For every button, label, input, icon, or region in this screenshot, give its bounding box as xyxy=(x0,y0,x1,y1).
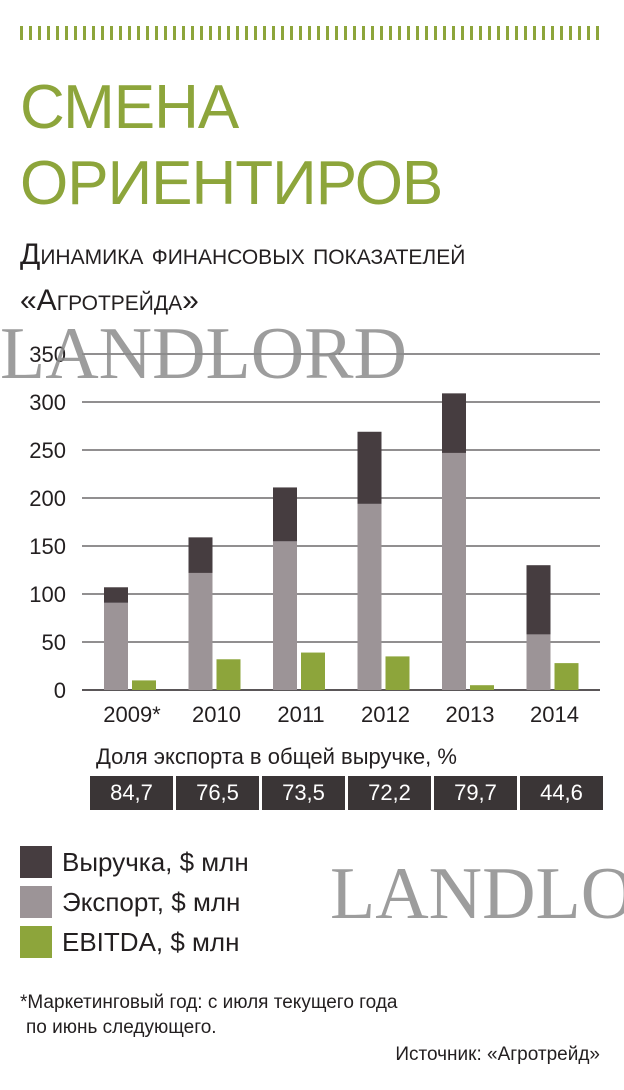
legend-swatch-export xyxy=(20,886,52,918)
export-share-cell: 44,6 xyxy=(520,776,603,810)
bar-export xyxy=(188,572,213,690)
legend-item-revenue: Выручка, $ млн xyxy=(20,842,249,882)
title-line-2: ОРИЕНТИРОВ xyxy=(20,149,443,218)
footnote-line-2: по июнь следующего. xyxy=(26,1017,217,1038)
title-line-1: СМЕНА xyxy=(20,73,239,142)
y-tick-label: 300 xyxy=(29,390,66,415)
legend-swatch-ebitda xyxy=(20,926,52,958)
decorative-stripe xyxy=(20,26,600,40)
source-note: Источник: «Агротрейд» xyxy=(395,1044,600,1065)
bar-export xyxy=(273,541,297,690)
legend-label-ebitda: EBITDA, $ млн xyxy=(62,926,240,957)
chart-legend: Выручка, $ млн Экспорт, $ млн EBITDA, $ … xyxy=(20,842,249,962)
bar-ebitda xyxy=(301,652,325,690)
stacked-bar-chart: 0 50 100 150 200 250 300 350 2009* 2010 2011 2012 20… xyxy=(29,342,600,727)
bar-ebitda xyxy=(132,680,156,690)
legend-item-ebitda: EBITDA, $ млн xyxy=(20,922,249,962)
y-tick-label: 350 xyxy=(29,342,66,367)
footnote-line-1: *Маркетинговый год: с июля текущего года xyxy=(20,992,398,1013)
bar-ebitda xyxy=(385,656,410,690)
bar-export xyxy=(526,634,551,690)
x-tick-label: 2011 xyxy=(277,702,324,727)
x-tick-label: 2010 xyxy=(192,702,241,727)
y-tick-label: 50 xyxy=(42,630,66,655)
legend-item-export: Экспорт, $ млн xyxy=(20,882,249,922)
x-tick-label: 2014 xyxy=(530,702,579,727)
export-share-cell: 72,2 xyxy=(348,776,431,810)
bar-ebitda xyxy=(554,663,579,690)
x-tick-label: 2009* xyxy=(103,702,161,727)
footnote: *Маркетинговый год: с июля текущего года… xyxy=(20,990,398,1040)
export-share-cell: 84,7 xyxy=(90,776,173,810)
bar-export xyxy=(357,503,382,690)
export-share-row: 84,7 76,5 73,5 72,2 79,7 44,6 xyxy=(90,776,603,810)
export-share-cell: 73,5 xyxy=(262,776,345,810)
page-title: СМЕНА ОРИЕНТИРОВ xyxy=(20,70,443,222)
watermark-bottom: LANDLO xyxy=(330,853,624,935)
subtitle-line-1: Динамика финансовых показателей xyxy=(20,238,466,271)
export-share-cell: 79,7 xyxy=(434,776,517,810)
bar-export xyxy=(104,602,128,690)
y-tick-label: 150 xyxy=(29,534,66,559)
y-tick-label: 100 xyxy=(29,582,66,607)
y-tick-label: 250 xyxy=(29,438,66,463)
bar-ebitda xyxy=(216,659,241,690)
bar-ebitda xyxy=(470,685,494,690)
bar-export xyxy=(442,452,466,690)
chart-subtitle: Динамика финансовых показателей «Агротре… xyxy=(20,232,465,324)
legend-swatch-revenue xyxy=(20,846,52,878)
subtitle-line-2: «Агротрейда» xyxy=(20,284,199,317)
y-tick-label: 200 xyxy=(29,486,66,511)
legend-label-export: Экспорт, $ млн xyxy=(62,886,241,917)
x-tick-label: 2012 xyxy=(361,702,410,727)
export-share-label: Доля экспорта в общей выручке, % xyxy=(96,744,457,769)
legend-label-revenue: Выручка, $ млн xyxy=(62,846,249,877)
y-tick-label: 0 xyxy=(54,678,66,703)
x-tick-label: 2013 xyxy=(446,702,495,727)
export-share-cell: 76,5 xyxy=(176,776,259,810)
